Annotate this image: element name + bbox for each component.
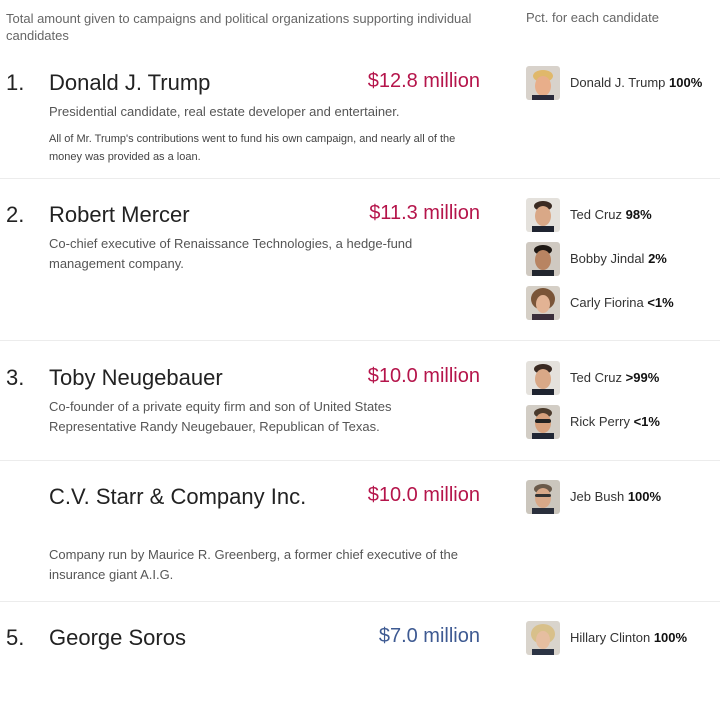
candidate-pct: <1%	[633, 414, 660, 429]
donor-name: C.V. Starr & Company Inc.	[49, 484, 307, 509]
candidate-row: Hillary Clinton 100%	[526, 621, 720, 655]
cruz-face-icon	[526, 361, 560, 395]
perry-face-icon	[526, 405, 560, 439]
donor-description: Co-chief executive of Renaissance Techno…	[49, 236, 413, 271]
donor-name: Donald J. Trump	[49, 70, 211, 95]
candidate-row: Bobby Jindal 2%	[526, 242, 720, 276]
divider	[0, 340, 720, 341]
donor-amount: $10.0 million	[367, 365, 480, 387]
donor-name: Robert Mercer	[49, 202, 190, 227]
candidate-row: Jeb Bush 100%	[526, 480, 720, 514]
candidate-row: Carly Fiorina <1%	[526, 286, 720, 320]
divider	[0, 601, 720, 602]
donor-rank: 3.	[6, 365, 25, 390]
divider	[0, 460, 720, 461]
candidate-label: Ted Cruz 98%	[570, 207, 652, 222]
donor-name: Toby Neugebauer	[49, 365, 223, 390]
candidate-pct: 98%	[625, 207, 652, 222]
candidate-pct: <1%	[647, 295, 674, 310]
candidate-pct: 100%	[669, 75, 703, 90]
candidate-row: Rick Perry <1%	[526, 405, 720, 439]
donor-rank: 5.	[6, 625, 25, 650]
candidate-pct: 2%	[648, 251, 667, 266]
donor-name: George Soros	[49, 625, 186, 650]
donor-amount: $7.0 million	[378, 625, 480, 647]
candidate-label: Donald J. Trump 100%	[570, 75, 703, 90]
candidate-label: Bobby Jindal 2%	[570, 251, 667, 266]
column-header-total: Total amount given to campaigns and poli…	[6, 11, 472, 43]
donor-amount: $11.3 million	[369, 202, 480, 224]
candidate-row: Ted Cruz >99%	[526, 361, 720, 395]
jindal-face-icon	[526, 242, 560, 276]
candidate-label: Rick Perry <1%	[570, 414, 660, 429]
donor-description: Company run by Maurice R. Greenberg, a f…	[49, 547, 458, 582]
candidate-label: Carly Fiorina <1%	[570, 295, 674, 310]
candidate-label: Hillary Clinton 100%	[570, 630, 688, 645]
donor-rank: 2.	[6, 202, 25, 227]
candidate-row: Ted Cruz 98%	[526, 198, 720, 232]
candidate-label: Jeb Bush 100%	[570, 489, 662, 504]
trump-face-icon	[526, 66, 560, 100]
donor-description: Co-founder of a private equity firm and …	[49, 399, 392, 434]
candidate-pct: 100%	[627, 489, 662, 504]
donor-description: Presidential candidate, real estate deve…	[49, 104, 400, 119]
divider	[0, 178, 720, 179]
clinton-face-icon	[526, 621, 560, 655]
donor-note: All of Mr. Trump's contributions went to…	[49, 133, 456, 163]
candidate-pct: 100%	[653, 630, 688, 645]
donor-amount: $10.0 million	[367, 484, 480, 506]
donor-amount: $12.8 million	[367, 70, 480, 92]
candidate-pct: >99%	[625, 370, 660, 385]
donor-rank: 1.	[6, 70, 25, 95]
bush-face-icon	[526, 480, 560, 514]
fiorina-face-icon	[526, 286, 560, 320]
candidate-label: Ted Cruz >99%	[570, 370, 660, 385]
candidate-row: Donald J. Trump 100%	[526, 66, 720, 100]
cruz-face-icon	[526, 198, 560, 232]
column-header-pct: Pct. for each candidate	[526, 10, 659, 25]
